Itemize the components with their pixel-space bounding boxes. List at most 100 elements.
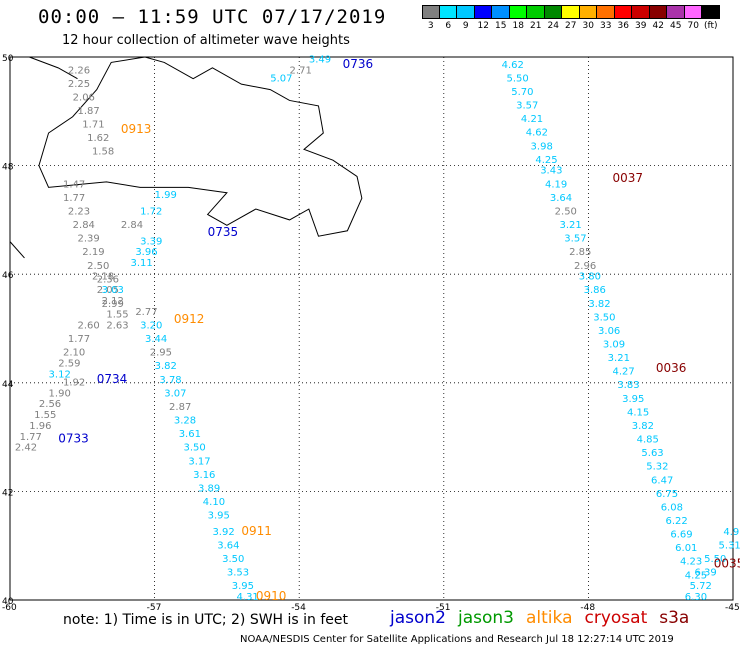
swh-value: 3.61 bbox=[179, 429, 201, 440]
swh-value: 2.60 bbox=[77, 321, 99, 332]
swh-value: 3.06 bbox=[598, 326, 620, 337]
color-swatch bbox=[439, 5, 457, 19]
swh-value: 1.72 bbox=[140, 206, 162, 217]
swh-value: 3.95 bbox=[208, 511, 230, 522]
pass-time-label: 0734 bbox=[97, 372, 128, 386]
swh-value: 1.77 bbox=[20, 432, 42, 443]
swh-value: 4.85 bbox=[637, 435, 659, 446]
credit-line: NOAA/NESDIS Center for Satellite Applica… bbox=[240, 634, 674, 645]
color-swatch bbox=[509, 5, 527, 19]
color-swatch bbox=[597, 5, 615, 19]
legend-s3a: s3a bbox=[659, 608, 690, 628]
lon-tick-label: -48 bbox=[580, 603, 595, 613]
swh-value: 2.96 bbox=[574, 261, 596, 272]
swh-value: 3.07 bbox=[164, 388, 186, 399]
color-swatch bbox=[579, 5, 597, 19]
swh-value: 4.10 bbox=[203, 497, 225, 508]
swh-value: 4.62 bbox=[526, 128, 548, 139]
swh-value: 1.55 bbox=[106, 310, 128, 321]
swh-value: 2.25 bbox=[68, 79, 90, 90]
color-swatch bbox=[702, 5, 720, 19]
swh-value: 4.19 bbox=[545, 179, 567, 190]
swh-value: 4.23 bbox=[680, 557, 702, 568]
swh-value: 2.12 bbox=[102, 296, 124, 307]
map-frame bbox=[9, 56, 734, 601]
swh-value: 2.06 bbox=[73, 92, 95, 103]
pass-time-label: 0037 bbox=[613, 171, 644, 185]
swh-value: 1.55 bbox=[34, 410, 56, 421]
swh-value: 3.53 bbox=[227, 568, 249, 579]
pass-time-label: 0910 bbox=[256, 589, 287, 603]
swh-value: 5.72 bbox=[690, 581, 712, 592]
swh-value: 2.63 bbox=[106, 321, 128, 332]
swh-value: 5.07 bbox=[270, 73, 292, 84]
swh-value: 3.39 bbox=[140, 236, 162, 247]
pass-time-label: 0735 bbox=[208, 225, 239, 239]
swh-value: 3.17 bbox=[188, 456, 210, 467]
swh-value: 2.10 bbox=[63, 348, 85, 359]
swh-value: 6.69 bbox=[670, 530, 692, 541]
swh-value: 3.64 bbox=[550, 193, 572, 204]
lon-tick-label: -45 bbox=[725, 603, 740, 613]
color-scale-label: 3 bbox=[427, 21, 434, 31]
swh-value: 1.92 bbox=[63, 378, 85, 389]
swh-value: 6.30 bbox=[685, 592, 707, 603]
swh-value: 4.62 bbox=[502, 60, 524, 71]
swh-value: 3.86 bbox=[584, 285, 606, 296]
color-scale-label: 21 bbox=[530, 21, 542, 31]
color-swatch bbox=[422, 5, 440, 19]
swh-value: 2.95 bbox=[150, 348, 172, 359]
color-scale-label: 70 bbox=[687, 21, 699, 31]
pass-time-label: 0036 bbox=[656, 361, 687, 375]
color-scale-label: 27 bbox=[565, 21, 577, 31]
swh-value: 5.70 bbox=[511, 87, 533, 98]
swh-value: 3.83 bbox=[617, 380, 639, 391]
swh-value: 6.01 bbox=[675, 543, 697, 554]
swh-value: 2.56 bbox=[39, 399, 61, 410]
swh-value: 2.26 bbox=[68, 65, 90, 76]
pass-time-label: 0035 bbox=[714, 556, 740, 570]
swh-value: 1.62 bbox=[87, 133, 109, 144]
swh-value: 3.50 bbox=[184, 443, 206, 454]
lon-tick-label: -60 bbox=[2, 603, 17, 613]
swh-value: 2.18 bbox=[92, 272, 114, 283]
color-swatch bbox=[562, 5, 580, 19]
color-scale-label: 9 bbox=[462, 21, 469, 31]
legend-altika: altika bbox=[526, 608, 573, 628]
swh-value: 2.23 bbox=[68, 206, 90, 217]
swh-value: 2.87 bbox=[169, 402, 191, 413]
lat-tick-label: 46 bbox=[2, 271, 14, 281]
newfoundland-coastline bbox=[38, 56, 363, 237]
swh-value: 2.84 bbox=[121, 220, 143, 231]
swh-value: 5.32 bbox=[646, 462, 668, 473]
color-scale-label: 33 bbox=[600, 21, 612, 31]
lat-tick-label: 44 bbox=[2, 380, 14, 390]
swh-value: 3.21 bbox=[559, 220, 581, 231]
lat-tick-label: 50 bbox=[2, 54, 14, 64]
swh-value: 3.98 bbox=[531, 141, 553, 152]
color-scale-label: 30 bbox=[582, 21, 594, 31]
swh-value: 4.9 bbox=[723, 527, 739, 538]
color-scale-label: 18 bbox=[512, 21, 524, 31]
swh-value: 6.75 bbox=[656, 489, 678, 500]
color-scale-label: 36 bbox=[617, 21, 629, 31]
map-subtitle: 12 hour collection of altimeter wave hei… bbox=[62, 33, 350, 48]
color-swatch bbox=[614, 5, 632, 19]
map-title: 00:00 — 11:59 UTC 07/17/2019 bbox=[38, 6, 387, 28]
swh-value: 3.89 bbox=[198, 483, 220, 494]
swh-value: 3.80 bbox=[579, 272, 601, 283]
swh-value: 1.77 bbox=[68, 334, 90, 345]
swh-value: 4.25 bbox=[535, 155, 557, 166]
swh-value: 2.05 bbox=[97, 285, 119, 296]
color-scale-bar bbox=[422, 5, 720, 19]
swh-value: 3.95 bbox=[232, 581, 254, 592]
swh-value: 4.21 bbox=[521, 114, 543, 125]
color-scale-label: 12 bbox=[477, 21, 489, 31]
color-swatch bbox=[544, 5, 562, 19]
swh-value: 2.85 bbox=[569, 247, 591, 258]
color-scale-label: 6 bbox=[445, 21, 452, 31]
swh-value: 3.96 bbox=[135, 247, 157, 258]
swh-value: 3.92 bbox=[212, 527, 234, 538]
swh-value: 3.82 bbox=[155, 361, 177, 372]
